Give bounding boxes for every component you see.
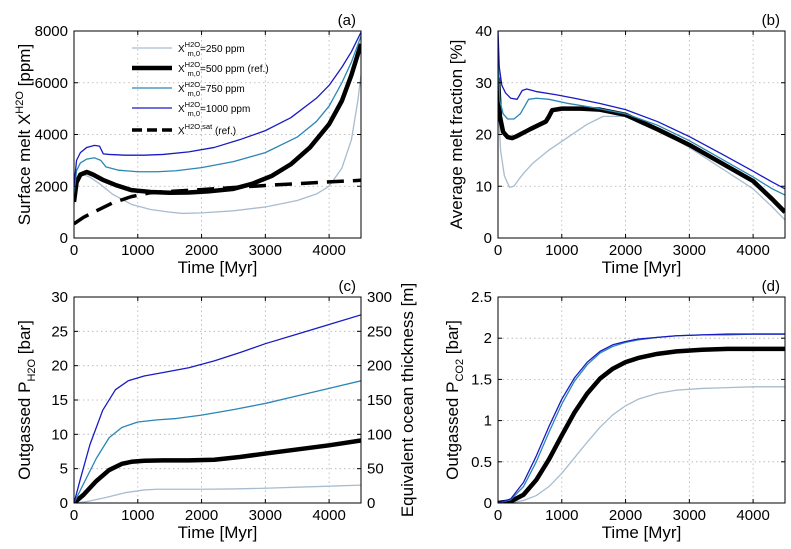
y-tick-label: 0 [60,230,68,247]
y-tick-label: 6000 [35,75,68,92]
y-axis-label: Surface melt XH2O [ppm] [14,44,34,225]
y-right-axis-label: Equivalent ocean thickness [m] [398,283,417,517]
legend-entry-label: XH2O m,0=1000 ppm [178,100,250,118]
y-right-tick-label: 100 [367,426,392,443]
series-group [74,32,361,226]
y-tick-label: 25 [51,323,68,340]
x-tick-label: 1000 [545,242,578,259]
panel-label: (a) [338,12,356,29]
panel-c: 0 1000 2000 3000 400005101520253005010015020… [15,278,417,542]
y-right-tick-label: 50 [367,461,384,478]
y-tick-label: 10 [475,178,492,195]
series-line-250-ppm [74,484,361,503]
series-line-250-ppm [74,74,361,215]
grid [498,297,785,503]
y-tick-label: 20 [475,127,492,144]
grid [498,31,785,238]
y-tick-label: 40 [475,23,492,40]
y-tick-label: 0 [484,495,492,512]
x-tick-label: 0 [70,242,78,259]
panel-label: (d) [762,278,780,295]
axes-frame [497,296,786,504]
series-line-1000-ppm [74,32,361,187]
x-tick-label: 2000 [185,507,218,524]
x-axis-label: Time [Myr] [602,258,682,277]
x-tick-label: 4000 [736,507,769,524]
panel-b: 0 1000 2000 3000 4000 0 10 20 30 40 Time [Myr] Aver… [447,12,786,277]
y-tick-label: 0 [484,230,492,247]
x-tick-label: 4000 [312,242,345,259]
x-tick-label: 0 [494,242,502,259]
y-axis-label: Outgassed PCO2 [bar] [443,320,466,480]
x-tick-label: 3000 [673,242,706,259]
panel-label: (c) [339,278,357,295]
y-tick-label: 15 [51,392,68,409]
y-right-tick-label: 150 [367,392,392,409]
series-group [74,314,361,503]
x-tick-label: 4000 [736,242,769,259]
series-line-250-ppm [498,386,785,503]
y-right-tick-label: 250 [367,323,392,340]
series-group [498,31,785,221]
legend-entry-label: XH2O m,0=500 ppm (ref.) [178,60,269,78]
x-axis-label: Time [Myr] [178,523,258,542]
series-line-500-ppm-ref- [74,43,361,203]
y-tick-label: 4000 [35,127,68,144]
x-tick-label: 1000 [545,507,578,524]
panel-label: (b) [762,12,780,29]
y-tick-label: 2000 [35,178,68,195]
y-tick-label: 0.5 [471,454,492,471]
series-line-500-ppm-ref- [498,346,785,503]
x-tick-label: 1000 [121,507,154,524]
grid [74,297,361,503]
series-line-500-ppm-ref- [498,77,785,214]
series-line-1000-ppm [498,31,785,190]
y-tick-label: 10 [51,426,68,443]
x-tick-label: 2000 [185,242,218,259]
legend-entry-label: XH2O m,0=750 ppm [178,80,245,98]
y-tick-label: 1.5 [471,371,492,388]
x-tick-label: 2000 [609,507,642,524]
x-tick-label: 2000 [609,242,642,259]
x-tick-label: 3000 [249,507,282,524]
x-axis-label: Time [Myr] [602,523,682,542]
y-tick-label: 1 [484,413,492,430]
y-tick-label: 0 [60,495,68,512]
y-axis-label: Outgassed PH2O [bar] [15,320,38,480]
legend-entry-label: XH2O,sat (ref.) [178,122,236,137]
y-tick-label: 2.5 [471,289,492,306]
y-tick-label: 2 [484,330,492,347]
series-line-500-ppm-ref- [74,438,361,503]
y-tick-label: 20 [51,358,68,375]
y-axis-label: Average melt fraction [%] [447,40,466,230]
y-tick-label: 8000 [35,23,68,40]
series-line-1000-ppm [498,333,785,503]
x-tick-label: 0 [494,507,502,524]
x-tick-label: 3000 [249,242,282,259]
series-line-250-ppm [498,98,785,221]
x-tick-label: 3000 [673,507,706,524]
series-line-750-ppm [74,380,361,503]
y-tick-label: 5 [60,461,68,478]
x-tick-label: 0 [70,507,78,524]
series-line-750-ppm [498,56,785,196]
grid [74,31,361,238]
x-tick-label: 1000 [121,242,154,259]
series-line-750-ppm [74,35,361,195]
x-tick-label: 4000 [312,507,345,524]
y-right-tick-label: 200 [367,358,392,375]
series-group [498,333,785,503]
panel-a: 0 1000 2000 3000 4000 0 2000 4000 6000 8000 Time [… [14,12,362,277]
y-right-tick-label: 0 [367,495,375,512]
x-axis-label: Time [Myr] [178,258,258,277]
y-tick-label: 30 [51,289,68,306]
series-line-1000-ppm [74,314,361,503]
legend-entry-label: XH2O m,0=250 ppm [178,40,245,58]
legend: XH2O m,0=250 ppm XH2O m,0=500 ppm (ref.) XH2… [132,40,269,137]
y-tick-label: 30 [475,75,492,92]
panel-d: 0 1000 2000 3000 4000 0 0.5 1 1.5 2 2.5 Time [Myr] O… [443,278,786,542]
y-right-tick-label: 300 [367,289,392,306]
